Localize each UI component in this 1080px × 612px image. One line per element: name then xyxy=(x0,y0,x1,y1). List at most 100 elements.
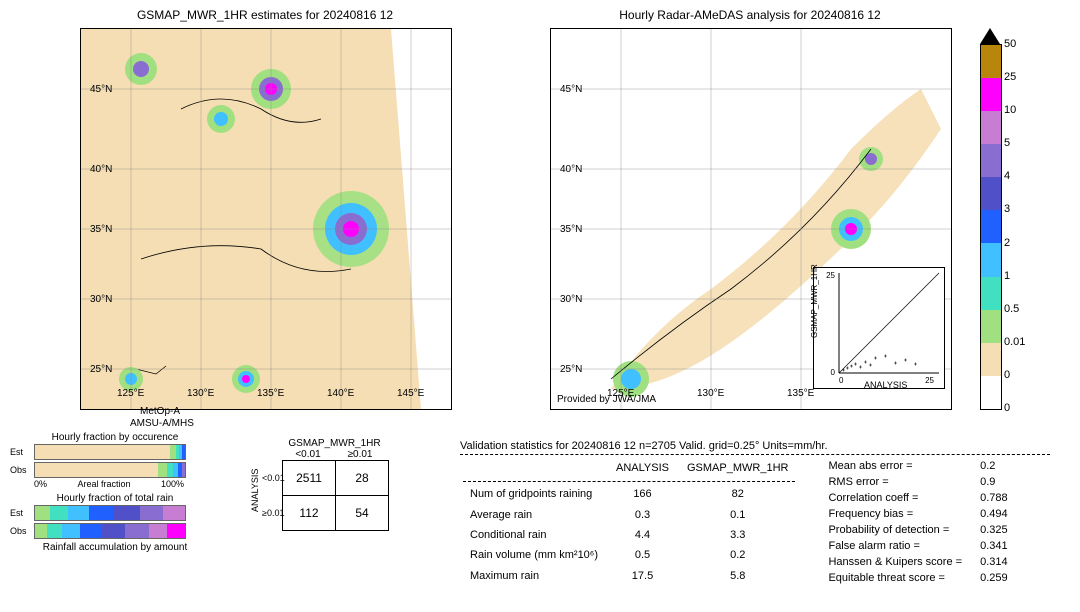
scatter-xlabel: ANALYSIS xyxy=(864,380,907,390)
row-a: 4.4 xyxy=(608,526,677,544)
metric-row: Correlation coeff =0.788 xyxy=(820,491,1015,505)
metric-label: Equitable threat score = xyxy=(820,571,970,585)
fbar-seg xyxy=(68,506,89,520)
colorbar-seg xyxy=(980,45,1002,78)
colorbar-seg xyxy=(980,376,1002,409)
col-gsmap: GSMAP_MWR_1HR xyxy=(679,459,796,477)
colorbar-tick: 0 xyxy=(1004,402,1010,414)
xtick: 130°E xyxy=(697,388,724,399)
colorbar: 502510543210.50.0100 xyxy=(980,28,1002,410)
fbar-seg xyxy=(158,463,167,477)
row-a: 0.5 xyxy=(608,546,677,564)
colorbar-seg xyxy=(980,243,1002,276)
fbar-seg xyxy=(35,506,50,520)
left-map-title: GSMAP_MWR_1HR estimates for 20240816 12 xyxy=(80,8,450,22)
left-sat-label: MetOp-A xyxy=(140,406,180,417)
metric-row: Mean abs error =0.2 xyxy=(820,459,1015,473)
row-label: Obs xyxy=(10,465,34,475)
colorbar-seg xyxy=(980,343,1002,376)
metric-row: Frequency bias =0.494 xyxy=(820,507,1015,521)
colorbar-tick: 50 xyxy=(1004,38,1016,50)
row-b: 0.1 xyxy=(679,506,796,524)
fbar-seg xyxy=(163,506,186,520)
axis-100: 100% xyxy=(161,479,184,489)
row-a: 166 xyxy=(608,485,677,503)
cell-00: 2511 xyxy=(283,461,336,496)
row-b: 0.2 xyxy=(679,546,796,564)
col-analysis: ANALYSIS xyxy=(608,459,677,477)
ytick: 45°N xyxy=(560,84,582,95)
svg-text:0: 0 xyxy=(831,368,836,377)
validation-title: Validation statistics for 20240816 12 n=… xyxy=(460,440,1050,452)
metric-label: Mean abs error = xyxy=(820,459,970,473)
xtick: 135°E xyxy=(787,388,814,399)
axis-0: 0% xyxy=(34,479,47,489)
validation-metrics: Mean abs error =0.2RMS error =0.9Correla… xyxy=(818,457,1017,587)
right-map-title: Hourly Radar-AMeDAS analysis for 2024081… xyxy=(550,8,950,22)
colorbar-seg xyxy=(980,111,1002,144)
occurrence-title: Hourly fraction by occurence xyxy=(10,432,220,443)
row-b: 82 xyxy=(679,485,796,503)
tot-obs-bar xyxy=(34,523,186,539)
ytick: 45°N xyxy=(90,84,112,95)
cont-row0: <0.01 xyxy=(262,473,282,483)
accum-title: Rainfall accumulation by amount xyxy=(10,542,220,553)
tot-est-bar xyxy=(34,505,186,521)
fbar-seg xyxy=(47,524,62,538)
colorbar-tick: 1 xyxy=(1004,270,1010,282)
row-label: Est xyxy=(10,447,34,457)
fbar-seg xyxy=(35,463,158,477)
contingency-table: 251128 11254 xyxy=(282,460,389,531)
ytick: 30°N xyxy=(90,294,112,305)
ytick: 25°N xyxy=(560,364,582,375)
metric-val: 0.259 xyxy=(972,571,1016,585)
metric-label: Probability of detection = xyxy=(820,523,970,537)
fbar-seg xyxy=(140,506,163,520)
colorbar-tick: 2 xyxy=(1004,237,1010,249)
colorbar-seg xyxy=(980,144,1002,177)
fbar-seg xyxy=(167,524,185,538)
metric-label: False alarm ratio = xyxy=(820,539,970,553)
metric-row: Equitable threat score =0.259 xyxy=(820,571,1015,585)
svg-text:25: 25 xyxy=(826,271,835,280)
occ-obs-bar xyxy=(34,462,186,478)
colorbar-seg xyxy=(980,210,1002,243)
fbar-seg xyxy=(182,463,185,477)
colorbar-tick: 3 xyxy=(1004,203,1010,215)
svg-text:25: 25 xyxy=(925,376,934,385)
metric-label: Frequency bias = xyxy=(820,507,970,521)
cell-10: 112 xyxy=(283,496,336,531)
fbar-seg xyxy=(62,524,80,538)
cont-row-header: ANALYSIS xyxy=(250,449,260,531)
metric-row: Hanssen & Kuipers score =0.314 xyxy=(820,555,1015,569)
validation-row: Rain volume (mm km²10⁶)0.50.2 xyxy=(462,546,796,564)
fbar-seg xyxy=(101,524,125,538)
validation-row: Average rain0.30.1 xyxy=(462,506,796,524)
colorbar-seg xyxy=(980,310,1002,343)
xtick: 125°E xyxy=(607,388,634,399)
validation-left-table: ANALYSISGSMAP_MWR_1HR Num of gridpoints … xyxy=(460,457,798,587)
fbar-seg xyxy=(35,445,170,459)
colorbar-tick: 25 xyxy=(1004,71,1016,83)
scatter-ylabel: GSMAP_MWR_1HR xyxy=(810,264,819,338)
row-a: 0.3 xyxy=(608,506,677,524)
validation-row: Num of gridpoints raining16682 xyxy=(462,485,796,503)
fbar-seg xyxy=(50,506,68,520)
ytick: 35°N xyxy=(560,224,582,235)
xtick: 140°E xyxy=(327,388,354,399)
colorbar-tick: 5 xyxy=(1004,137,1010,149)
left-map-svg xyxy=(81,29,451,409)
ytick: 25°N xyxy=(90,364,112,375)
occ-est-bar xyxy=(34,444,186,460)
metric-val: 0.494 xyxy=(972,507,1016,521)
colorbar-tick: 10 xyxy=(1004,104,1016,116)
metric-row: Probability of detection =0.325 xyxy=(820,523,1015,537)
colorbar-tick: 0 xyxy=(1004,369,1010,381)
metric-val: 0.9 xyxy=(972,475,1016,489)
colorbar-seg xyxy=(980,177,1002,210)
fbar-seg xyxy=(149,524,167,538)
metric-val: 0.788 xyxy=(972,491,1016,505)
metric-label: Correlation coeff = xyxy=(820,491,970,505)
axis-mid: Areal fraction xyxy=(77,479,130,489)
fbar-seg xyxy=(113,506,140,520)
